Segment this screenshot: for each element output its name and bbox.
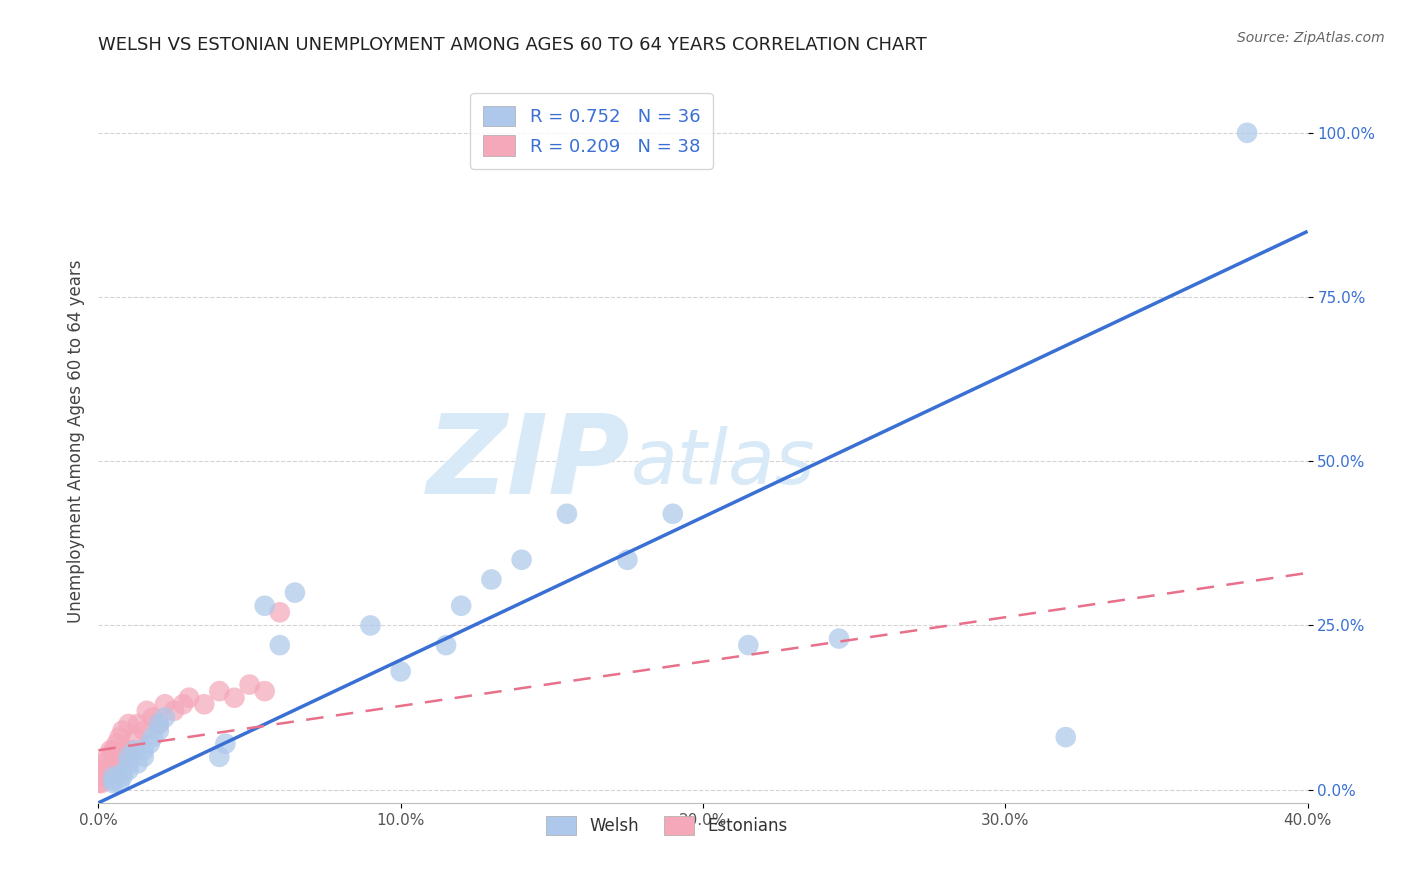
Text: Source: ZipAtlas.com: Source: ZipAtlas.com	[1237, 31, 1385, 45]
Point	[111, 723, 134, 738]
Point	[93, 770, 115, 784]
Point	[103, 772, 125, 787]
Point	[450, 599, 472, 613]
Point	[148, 717, 170, 731]
Point	[153, 698, 176, 712]
Point	[269, 638, 291, 652]
Point	[103, 763, 125, 777]
Point	[100, 743, 122, 757]
Point	[434, 638, 457, 652]
Point	[90, 776, 112, 790]
Point	[172, 698, 194, 712]
Point	[90, 763, 112, 777]
Point	[114, 743, 136, 757]
Point	[118, 743, 141, 757]
Point	[555, 507, 578, 521]
Point	[127, 756, 149, 771]
Point	[132, 723, 155, 738]
Point	[481, 573, 503, 587]
Point	[100, 770, 122, 784]
Point	[105, 737, 128, 751]
Point	[118, 717, 141, 731]
Text: WELSH VS ESTONIAN UNEMPLOYMENT AMONG AGES 60 TO 64 YEARS CORRELATION CHART: WELSH VS ESTONIAN UNEMPLOYMENT AMONG AGE…	[98, 36, 927, 54]
Point	[135, 704, 157, 718]
Point	[103, 743, 125, 757]
Point	[661, 507, 683, 521]
Point	[132, 743, 155, 757]
Point	[253, 684, 276, 698]
Point	[139, 737, 162, 751]
Point	[118, 763, 141, 777]
Point	[108, 756, 131, 771]
Text: atlas: atlas	[630, 426, 815, 500]
Point	[96, 749, 118, 764]
Point	[163, 704, 186, 718]
Point	[253, 599, 276, 613]
Point	[153, 710, 176, 724]
Point	[105, 756, 128, 771]
Point	[111, 766, 134, 780]
Point	[389, 665, 412, 679]
Point	[96, 770, 118, 784]
Point	[269, 605, 291, 619]
Point	[108, 730, 131, 744]
Text: ZIP: ZIP	[427, 409, 630, 516]
Point	[193, 698, 215, 712]
Point	[224, 690, 246, 705]
Point	[214, 737, 236, 751]
Point	[124, 730, 146, 744]
Point	[360, 618, 382, 632]
Point	[737, 638, 759, 652]
Point	[1054, 730, 1077, 744]
Point	[127, 717, 149, 731]
Point	[103, 776, 125, 790]
Point	[179, 690, 201, 705]
Point	[118, 756, 141, 771]
Point	[239, 677, 262, 691]
Point	[616, 553, 638, 567]
Point	[208, 749, 231, 764]
Point	[108, 776, 131, 790]
Point	[284, 585, 307, 599]
Point	[124, 743, 146, 757]
Point	[132, 749, 155, 764]
Point	[1236, 126, 1258, 140]
Point	[510, 553, 533, 567]
Point	[142, 730, 165, 744]
Point	[142, 710, 165, 724]
Point	[828, 632, 851, 646]
Point	[111, 749, 134, 764]
Point	[103, 770, 125, 784]
Point	[148, 723, 170, 738]
Point	[111, 770, 134, 784]
Point	[93, 756, 115, 771]
Point	[87, 770, 110, 784]
Y-axis label: Unemployment Among Ages 60 to 64 years: Unemployment Among Ages 60 to 64 years	[66, 260, 84, 624]
Point	[87, 763, 110, 777]
Point	[118, 749, 141, 764]
Point	[87, 776, 110, 790]
Point	[208, 684, 231, 698]
Point	[148, 717, 170, 731]
Legend: Welsh, Estonians: Welsh, Estonians	[540, 809, 794, 841]
